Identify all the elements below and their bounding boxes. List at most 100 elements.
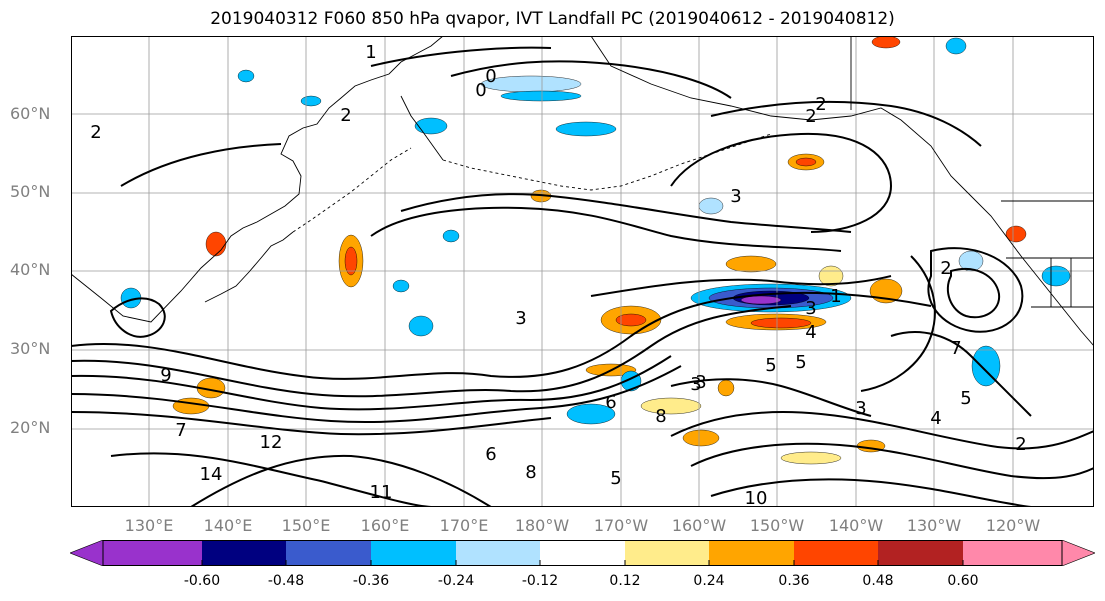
colorbar-tick--0.60: -0.60 [183,573,221,589]
colorbar-extend-max [1061,540,1095,566]
ivt-contour-10 [927,247,1024,333]
anomaly-blob-33 [172,397,210,415]
ivt-contour-8 [690,442,1094,480]
anomaly-blob-41 [442,229,460,243]
lon-label-150w: 150°W [749,516,805,535]
asia-coastline [71,36,444,323]
ivt-contour-23 [860,255,936,392]
lat-label-40n: 40°N [10,260,51,279]
colorbar [70,540,1095,566]
anomaly-blob-38 [698,197,724,215]
contour-label: 3 [515,308,526,329]
lon-label-140w: 140°W [828,516,884,535]
colorbar-segment-2 [286,540,371,566]
ivt-contour-17 [710,100,982,147]
ivt-contour-15 [450,60,732,99]
colorbar-segment-3 [371,540,456,566]
ivt-contour-11 [946,268,1001,319]
coastlines [71,36,1094,347]
lon-label-130e: 130°E [124,516,174,535]
lon-label-160w: 160°W [671,516,727,535]
contour-label: 5 [795,352,806,373]
ivt-contour-22 [670,378,872,417]
anomaly-blob-22 [871,36,901,49]
anomaly-blob-30 [682,429,720,447]
lat-label-20n: 20°N [10,418,51,437]
lat-label-30n: 30°N [10,339,51,358]
contour-label: 1 [365,42,376,63]
lon-label-160e: 160°E [360,516,410,535]
ivt-contour-2 [71,355,672,411]
contour-label: 1 [830,286,841,307]
ivt-contour-18 [120,143,282,187]
colorbar-tick-0.36: 0.36 [778,573,810,589]
contour-label: 4 [805,322,816,343]
colorbar-segment-9 [878,540,963,566]
anomaly-blob-7 [615,313,647,327]
contour-label: 6 [485,444,496,465]
anomaly-blob-29 [1041,265,1071,287]
contour-label: 2 [940,258,951,279]
ivt-contour-6 [190,454,492,507]
contour-label: 8 [525,462,536,483]
contour-label: 9 [160,365,171,386]
ivt-contour-4 [71,411,552,436]
colorbar-segment-1 [202,540,286,566]
anomaly-blob-26 [300,95,322,107]
colorbar-segment-5 [540,540,625,566]
contour-label: 14 [200,464,223,485]
kuril-islands [292,147,412,233]
colorbar-extend-min [70,540,104,566]
ivt-contour-0 [71,291,932,380]
anomaly-blob-24 [408,315,434,337]
contour-label: 5 [765,355,776,376]
lon-label-170w: 170°W [593,516,649,535]
ivt-contour-13 [400,193,852,233]
contour-label: 7 [175,420,186,441]
kamchatka-coastline [400,95,444,161]
colorbar-segment-0 [103,540,202,566]
anomaly-blob-3 [740,295,782,305]
anomaly-blob-20 [566,403,616,425]
contour-label: 3 [855,398,866,419]
anomaly-blob-17 [500,90,582,102]
lon-label-180w: 180°W [514,516,570,535]
lon-label-130w: 130°W [906,516,962,535]
ivt-contour-20 [590,275,892,297]
ivt-contour-5 [110,452,432,507]
anomaly-blob-18 [555,121,617,137]
contour-label: 2 [815,94,826,115]
ivt-contour-3 [71,365,682,424]
colorbar-tick--0.36: -0.36 [352,573,390,589]
anomaly-blob-21 [971,345,1001,387]
lon-label-170e: 170°E [439,516,489,535]
colorbar-segment-6 [625,540,709,566]
colorbar-tick--0.12: -0.12 [521,573,559,589]
colorbar-tick-0.60: 0.60 [947,573,979,589]
colorbar-tick--0.48: -0.48 [267,573,305,589]
colorbar-segment-7 [709,540,794,566]
contour-label: 4 [930,408,941,429]
contour-label: 12 [260,432,283,453]
colorbar-tick--0.24: -0.24 [437,573,475,589]
anomaly-blob-23 [945,37,967,55]
contour-label: 3 [730,186,741,207]
ivt-contour-19 [109,297,166,338]
colorbar-segment-10 [963,540,1062,566]
colorbar-tick-0.12: 0.12 [609,573,641,589]
ivt-contour-1 [71,305,792,398]
contour-label: 2 [90,122,101,143]
contour-label: 2 [1015,434,1026,455]
alaska-coastline [590,36,1094,347]
contour-label: 8 [655,406,666,427]
contour-label: 7 [950,338,961,359]
anomaly-blob-5 [750,317,812,329]
ivt-contour-16 [370,46,552,67]
colorbar-segment-8 [794,540,878,566]
ivt-contours [71,46,1094,507]
ivt-contour-14 [670,132,893,233]
ivt-contour-21 [890,331,1032,417]
anomaly-blob-28 [1005,225,1027,243]
ivt-contour-9 [710,478,1032,507]
